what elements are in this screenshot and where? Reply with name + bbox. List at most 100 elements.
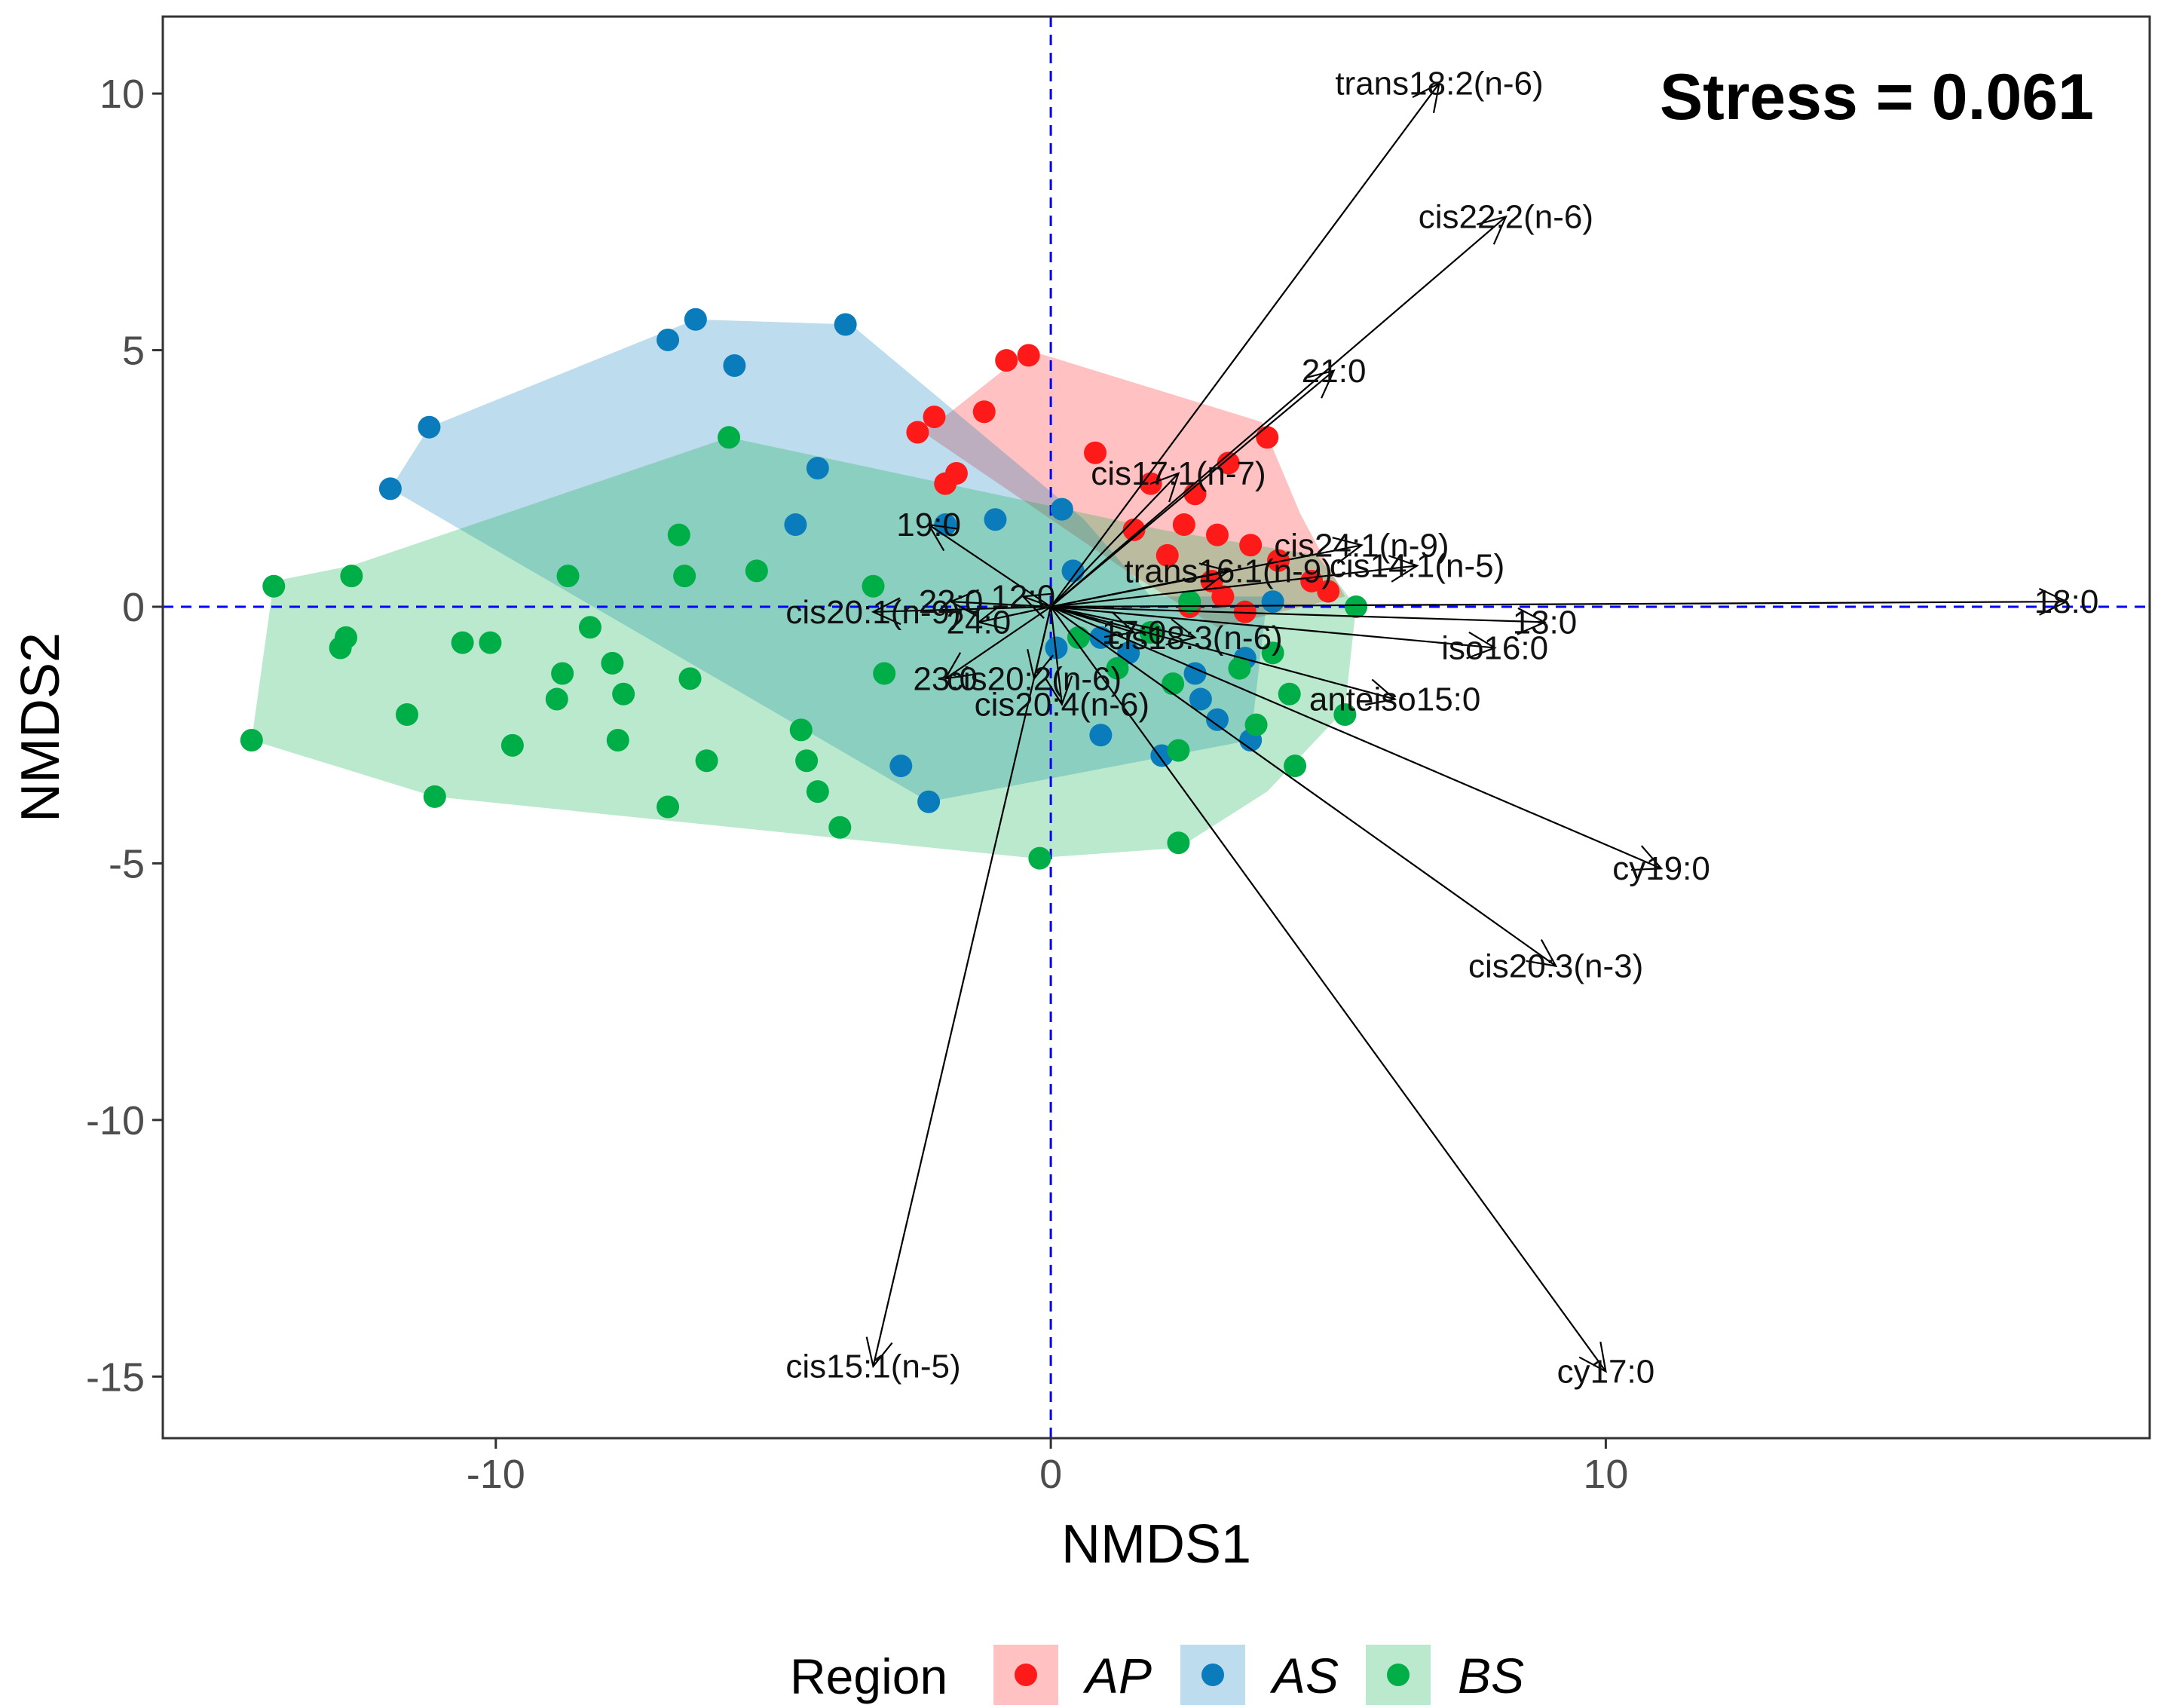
arrowhead-4: [1332, 537, 1364, 565]
arrow-label-14: cis20:3(n-3): [1468, 948, 1643, 985]
point-bs-33: [1162, 672, 1185, 696]
arrow-label-15: cy17:0: [1557, 1353, 1655, 1390]
point-bs-43: [1106, 657, 1129, 680]
point-bs-37: [1284, 755, 1307, 778]
point-bs-34: [1228, 657, 1251, 680]
arrow-labels-layer: trans18:2(n-6) cis22:2(n-6) 21:0 cis17:1(n-…: [785, 66, 2098, 1391]
arrowhead-22: [871, 597, 901, 626]
arrow-10: [1050, 605, 1395, 700]
point-bs-25: [828, 816, 852, 839]
point-ap-17: [1266, 549, 1290, 572]
arrowhead-23: [949, 589, 979, 617]
point-bs-17: [678, 667, 702, 690]
point-ap-2: [972, 400, 996, 424]
point-bs-32: [1167, 739, 1190, 762]
point-as-1: [834, 313, 857, 336]
point-bs-14: [551, 662, 574, 685]
point-as-22: [889, 755, 913, 778]
point-bs-21: [695, 749, 718, 773]
legend-dot-as: [1201, 1664, 1224, 1686]
point-as-4: [418, 415, 441, 439]
point-bs-44: [1178, 590, 1201, 614]
x-axis-title: NMDS1: [1061, 1514, 1251, 1575]
point-ap-18: [1300, 569, 1324, 592]
point-bs-24: [806, 780, 829, 803]
point-bs-39: [1345, 595, 1368, 618]
y-axis-title: NMDS2: [11, 632, 71, 822]
arrow-6: [1050, 570, 1229, 608]
arrow-label-9: iso16:0: [1441, 629, 1548, 666]
arrowhead-9: [1466, 631, 1497, 660]
point-bs-35: [1244, 713, 1268, 736]
point-as-23: [917, 790, 941, 813]
y-tick-label-3: 0: [122, 585, 145, 630]
point-ap-21: [1211, 585, 1235, 608]
arrow-label-13: cy19:0: [1612, 850, 1710, 887]
arrowhead-0: [1412, 81, 1441, 114]
point-as-5: [378, 477, 402, 500]
legend: Region AP AS BS: [790, 1645, 1524, 1705]
hull-bs: [251, 437, 1357, 859]
point-bs-6: [262, 574, 286, 598]
legend-title: Region: [790, 1648, 947, 1704]
arrowhead-12: [1103, 611, 1136, 638]
point-bs-27: [423, 785, 446, 808]
point-bs-18: [395, 702, 418, 726]
point-as-9: [1050, 497, 1073, 521]
arrow-label-10: anteiso15:0: [1309, 681, 1481, 718]
point-as-7: [784, 513, 807, 537]
y-tick-label-0: -15: [86, 1354, 145, 1400]
point-ap-13: [1205, 523, 1229, 546]
arrow-19: [1033, 606, 1052, 679]
arrow-0: [1050, 82, 1440, 608]
arrow-17: [928, 524, 1051, 608]
arrow-24: [1022, 595, 1051, 608]
point-as-18: [1261, 590, 1284, 614]
legend-label-as: AS: [1269, 1648, 1339, 1703]
point-bs-3: [556, 565, 580, 588]
point-as-6: [806, 457, 829, 480]
arrowhead-16: [865, 1336, 893, 1369]
legend-dot-ap: [1015, 1664, 1037, 1686]
axes-layer: -10 0 10 -15 -10 -5 0 5 10: [86, 72, 1628, 1497]
arrowhead-5: [1388, 555, 1419, 583]
point-ap-10: [1217, 451, 1240, 475]
point-bs-40: [1261, 641, 1284, 665]
point-as-24: [1045, 636, 1068, 660]
arrow-8: [1051, 605, 1545, 623]
y-tick-label-5: 10: [99, 72, 145, 117]
arrows-layer: [865, 81, 2069, 1373]
point-bs-30: [1028, 846, 1051, 870]
reference-lines: [163, 17, 2150, 1438]
arrow-23: [950, 601, 1051, 608]
point-bs-12: [578, 616, 601, 639]
arrow-3: [1050, 473, 1180, 608]
arrow-label-8: 13:0: [1513, 604, 1578, 641]
point-as-3: [723, 354, 746, 377]
arrowhead-7: [2038, 587, 2069, 616]
point-bs-13: [601, 651, 624, 675]
arrowhead-14: [1526, 939, 1558, 968]
arrowhead-13: [1631, 845, 1664, 871]
arrow-label-18: 23:0: [913, 660, 978, 697]
point-ap-6: [934, 472, 957, 495]
point-bs-2: [673, 565, 696, 588]
arrow-label-16: cis15:1(n-5): [785, 1348, 960, 1385]
hull-ap: [923, 350, 1345, 628]
arrowhead-21: [976, 603, 1009, 630]
arrowhead-19: [1027, 649, 1054, 681]
x-tick-label-0: -10: [467, 1452, 525, 1497]
arrow-label-0: trans18:2(n-6): [1335, 66, 1543, 103]
arrow-label-6: trans16:1(n-9): [1125, 552, 1333, 589]
point-bs-28: [240, 729, 263, 752]
arrowhead-11: [1165, 618, 1198, 646]
point-ap-4: [906, 421, 929, 444]
point-bs-36: [1278, 682, 1301, 706]
point-bs-23: [795, 749, 819, 773]
point-bs-42: [1067, 626, 1090, 649]
arrow-2: [1050, 369, 1335, 608]
point-bs-31: [1167, 831, 1190, 855]
stress-annotation: Stress = 0.061: [1660, 61, 2094, 133]
arrow-label-5: cis14:1(n-5): [1330, 548, 1504, 585]
arrow-label-4: cis24:1(n-9): [1274, 527, 1449, 564]
